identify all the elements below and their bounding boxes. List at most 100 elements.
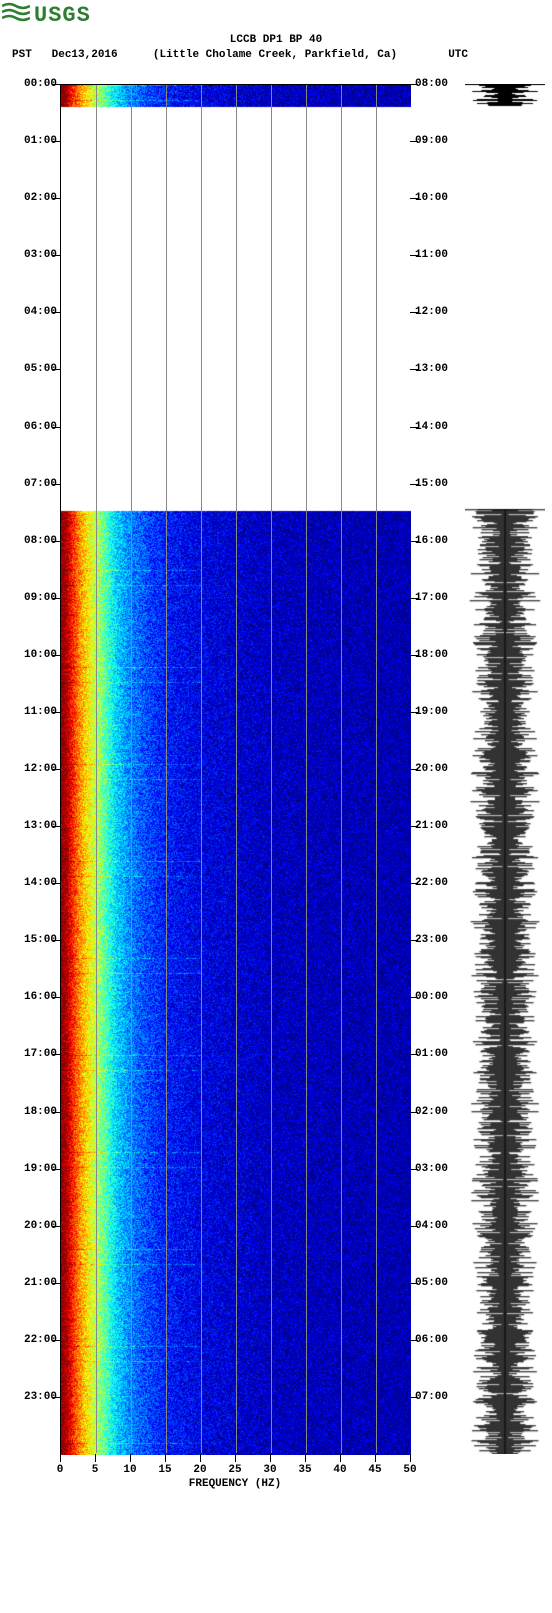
x-gridline	[236, 85, 237, 1453]
right-time-label: 12:00	[415, 306, 448, 318]
spectrogram-plot	[60, 84, 410, 1454]
right-time-label: 14:00	[415, 421, 448, 433]
left-tick	[52, 1169, 60, 1170]
x-tick-label: 50	[403, 1464, 416, 1476]
right-tick	[410, 712, 418, 713]
left-time-label: 18:00	[7, 1106, 57, 1118]
x-tick-label: 35	[298, 1464, 311, 1476]
left-tick	[52, 255, 60, 256]
left-time-label: 04:00	[7, 306, 57, 318]
right-tick	[410, 255, 418, 256]
right-tick	[410, 198, 418, 199]
right-time-label: 01:00	[415, 1048, 448, 1060]
right-tick	[410, 1340, 418, 1341]
left-tick	[52, 198, 60, 199]
right-tick	[410, 427, 418, 428]
left-time-label: 07:00	[7, 478, 57, 490]
left-time-label: 15:00	[7, 934, 57, 946]
left-time-label: 00:00	[7, 78, 57, 90]
x-tick-label: 30	[263, 1464, 276, 1476]
left-time-label: 21:00	[7, 1277, 57, 1289]
left-time-label: 10:00	[7, 649, 57, 661]
right-tick	[410, 997, 418, 998]
left-tick	[52, 1340, 60, 1341]
right-time-label: 06:00	[415, 1334, 448, 1346]
x-tick	[60, 1454, 61, 1462]
trace-canvas	[465, 84, 545, 1454]
right-time-label: 16:00	[415, 535, 448, 547]
left-time-label: 13:00	[7, 820, 57, 832]
right-time-label: 09:00	[415, 135, 448, 147]
right-time-label: 19:00	[415, 706, 448, 718]
right-time-label: 04:00	[415, 1220, 448, 1232]
date-label: Dec13,2016	[52, 49, 118, 61]
left-time-label: 01:00	[7, 135, 57, 147]
right-tick	[410, 769, 418, 770]
left-tick	[52, 484, 60, 485]
right-tick	[410, 484, 418, 485]
x-tick-label: 20	[193, 1464, 206, 1476]
right-tick	[410, 1169, 418, 1170]
right-tick	[410, 1283, 418, 1284]
left-tick	[52, 141, 60, 142]
right-time-label: 23:00	[415, 934, 448, 946]
right-tick	[410, 940, 418, 941]
right-tick	[410, 1226, 418, 1227]
x-tick	[165, 1454, 166, 1462]
x-gridline	[376, 85, 377, 1453]
x-tick	[95, 1454, 96, 1462]
left-time-label: 12:00	[7, 763, 57, 775]
left-time-label: 20:00	[7, 1220, 57, 1232]
right-time-label: 03:00	[415, 1163, 448, 1175]
right-tick	[410, 541, 418, 542]
usgs-logo: USGS	[2, 2, 91, 29]
x-tick	[375, 1454, 376, 1462]
left-time-label: 19:00	[7, 1163, 57, 1175]
right-tick	[410, 141, 418, 142]
right-timezone: UTC	[448, 49, 468, 61]
x-gridline	[341, 85, 342, 1453]
x-tick-label: 45	[368, 1464, 381, 1476]
left-tick	[52, 1397, 60, 1398]
right-tick	[410, 883, 418, 884]
x-tick	[130, 1454, 131, 1462]
x-gridline	[131, 85, 132, 1453]
x-tick-label: 5	[92, 1464, 99, 1476]
left-tick	[52, 1112, 60, 1113]
left-tick	[52, 655, 60, 656]
usgs-wave-icon	[2, 2, 30, 29]
x-gridline	[96, 85, 97, 1453]
x-axis-title: FREQUENCY (HZ)	[60, 1478, 410, 1490]
right-time-label: 17:00	[415, 592, 448, 604]
left-time-label: 05:00	[7, 363, 57, 375]
x-tick	[270, 1454, 271, 1462]
chart-title: LCCB DP1 BP 40	[0, 34, 552, 46]
left-time-label: 17:00	[7, 1048, 57, 1060]
x-tick-label: 15	[158, 1464, 171, 1476]
left-time-label: 22:00	[7, 1334, 57, 1346]
left-tick	[52, 769, 60, 770]
right-tick	[410, 369, 418, 370]
right-tick	[410, 655, 418, 656]
left-time-label: 06:00	[7, 421, 57, 433]
x-gridline	[166, 85, 167, 1453]
left-time-label: 14:00	[7, 877, 57, 889]
right-time-label: 21:00	[415, 820, 448, 832]
left-time-label: 16:00	[7, 991, 57, 1003]
right-tick	[410, 826, 418, 827]
left-tick	[52, 997, 60, 998]
right-tick	[410, 598, 418, 599]
x-tick	[305, 1454, 306, 1462]
right-time-label: 22:00	[415, 877, 448, 889]
left-time-label: 09:00	[7, 592, 57, 604]
right-time-label: 18:00	[415, 649, 448, 661]
right-time-label: 13:00	[415, 363, 448, 375]
waveform-trace	[465, 84, 545, 1454]
tz-label: PST	[12, 49, 32, 61]
x-tick-label: 10	[123, 1464, 136, 1476]
left-time-label: 11:00	[7, 706, 57, 718]
left-tick	[52, 598, 60, 599]
right-tick	[410, 84, 418, 85]
left-tick	[52, 84, 60, 85]
left-tick	[52, 712, 60, 713]
